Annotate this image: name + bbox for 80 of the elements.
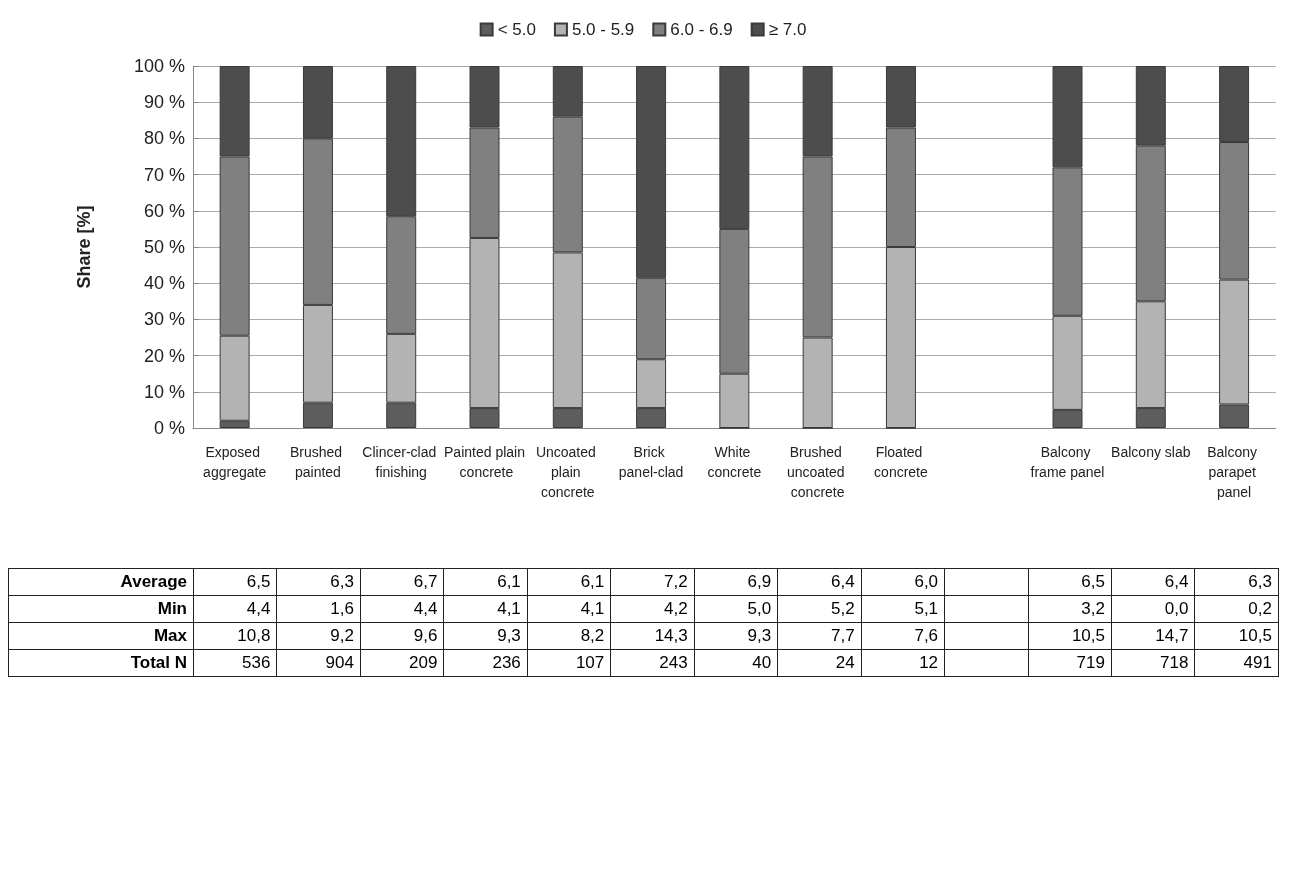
text: 6,5 [1081, 572, 1105, 591]
text: 6,9 [747, 572, 772, 591]
text: 6,5 [246, 572, 271, 591]
text: 10,5 [1071, 626, 1105, 645]
y-tick-label: 40 % [143, 273, 185, 294]
text: 0,2 [1248, 599, 1272, 618]
text: 6,1 [497, 572, 521, 591]
y-tick-label: 60 % [143, 200, 185, 221]
text: 9,3 [497, 626, 521, 645]
text: 7,2 [664, 572, 688, 591]
x-tick-label: Painted plain concrete [444, 444, 525, 480]
text: 12 [919, 653, 939, 672]
text: 6,1 [580, 572, 605, 591]
category-label: Min [157, 599, 187, 618]
text: 491 [1243, 653, 1272, 672]
y-tick-label: 30 % [143, 309, 185, 330]
text: 6,3 [330, 572, 354, 591]
x-tick-label: Brick panel-clad [618, 444, 684, 480]
text: 3,2 [1081, 599, 1105, 618]
category-label: Max [153, 626, 187, 645]
legend-label: 5.0 - 5.9 [571, 20, 635, 39]
legend-label: ≥ 7.0 [768, 20, 807, 39]
text: 4,4 [413, 599, 438, 618]
text: 719 [1076, 653, 1105, 672]
x-tick-label: Floated concrete [874, 444, 928, 480]
text: 209 [408, 653, 438, 672]
text: 5,2 [830, 599, 855, 618]
x-tick-label: Balcony frame panel [1030, 444, 1105, 480]
text: 6,4 [1164, 572, 1189, 591]
text: 718 [1160, 653, 1189, 672]
text: 6,3 [1248, 572, 1272, 591]
text: 9,3 [747, 626, 772, 645]
text: 8,2 [580, 626, 605, 645]
y-tick-label: 90 % [143, 92, 185, 113]
category-label: Average [120, 572, 187, 591]
text: 5,1 [914, 599, 939, 618]
text: 7,6 [914, 626, 939, 645]
x-tick-label: Clincer-clad finishing [362, 444, 441, 480]
y-tick-label: 50 % [143, 237, 185, 257]
text: 6,4 [830, 572, 855, 591]
text: 7,7 [830, 626, 855, 645]
text: 904 [325, 653, 354, 672]
text: 4,4 [246, 599, 271, 618]
legend-label: < 5.0 [497, 20, 536, 39]
text: 5,0 [747, 599, 772, 618]
text: 236 [492, 653, 521, 672]
text: 40 [752, 653, 772, 672]
text: 4,2 [664, 599, 688, 618]
category-label: Total N [130, 653, 187, 672]
x-tick-label: Uncoated plain concrete [535, 444, 600, 500]
y-tick-label: 100 % [133, 56, 185, 76]
x-tick-label: White concrete [707, 444, 762, 480]
text: 0,0 [1164, 599, 1189, 618]
y-tick-label: 70 % [143, 164, 185, 185]
text: 107 [575, 653, 605, 672]
x-tick-label: Brushed uncoated concrete [786, 444, 849, 500]
text: 9,2 [330, 626, 354, 645]
x-tick-label: Brushed painted [289, 444, 346, 480]
text: 10,5 [1238, 626, 1272, 645]
x-tick-label: Exposed aggregate [203, 444, 267, 480]
text: 243 [659, 653, 688, 672]
text: 536 [242, 653, 271, 672]
y-axis-title: Share [%] [74, 205, 94, 289]
text: 6,7 [413, 572, 438, 591]
text: 24 [835, 653, 855, 672]
x-tick-label: Balcony parapet panel [1207, 444, 1261, 500]
text: 14,7 [1155, 626, 1189, 645]
y-tick-label: 80 % [143, 128, 185, 149]
text: 1,6 [330, 599, 354, 618]
x-tick-label: Balcony slab [1111, 444, 1191, 460]
legend-label: 6.0 - 6.9 [670, 20, 733, 39]
y-tick-label: 0 % [153, 418, 185, 438]
text: 4,1 [580, 599, 605, 618]
y-tick-label: 20 % [143, 345, 185, 366]
text: 4,1 [497, 599, 521, 618]
text: 14,3 [654, 626, 688, 645]
text: 10,8 [237, 626, 271, 645]
y-tick-label: 10 % [143, 381, 185, 402]
text: 9,6 [413, 626, 438, 645]
text: 6,0 [914, 572, 939, 591]
